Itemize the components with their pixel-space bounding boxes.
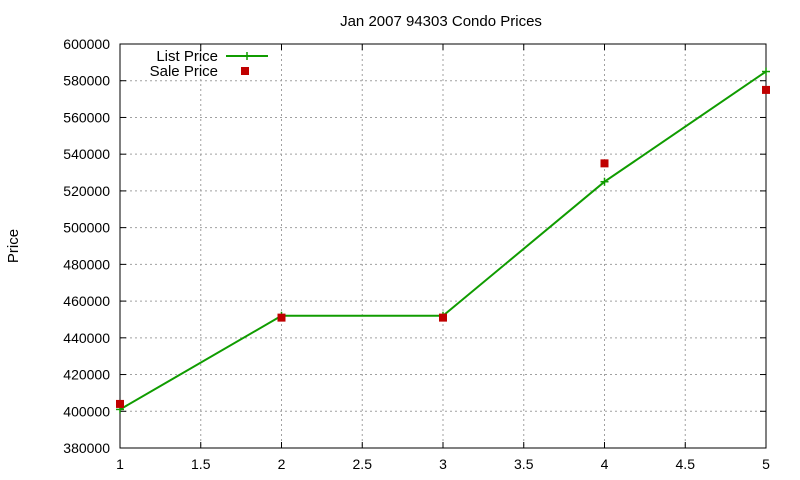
x-tick-label: 1.5 <box>191 456 211 472</box>
y-tick-label: 540000 <box>63 146 110 162</box>
chart-title: Jan 2007 94303 Condo Prices <box>340 13 542 30</box>
sale-price-point <box>762 85 770 94</box>
y-tick-labels: 380000 400000 420000 440000 460000 480000 5000… <box>63 36 110 456</box>
y-tick-label: 400000 <box>63 403 110 419</box>
legend-marker-list-price <box>243 52 251 60</box>
sale-price-point <box>277 313 286 322</box>
legend-marker-sale-price <box>241 67 249 75</box>
x-tick-label: 3.5 <box>514 456 534 472</box>
legend: List Price Sale Price <box>150 48 268 80</box>
y-tick-label: 500000 <box>63 220 110 236</box>
y-tick-label: 580000 <box>63 73 110 89</box>
y-tick-label: 380000 <box>63 440 110 456</box>
y-tick-label: 480000 <box>63 256 110 272</box>
y-tick-label: 600000 <box>63 36 110 52</box>
y-tick-label: 420000 <box>63 367 110 383</box>
x-tick-labels: 1 1.5 2 2.5 3 3.5 4 4.5 5 <box>116 456 770 472</box>
sale-price-point <box>439 313 447 322</box>
y-tick-label: 460000 <box>63 293 110 309</box>
x-tick-label: 4.5 <box>676 456 696 472</box>
sale-price-point <box>116 399 124 408</box>
legend-label-sale-price: Sale Price <box>150 63 218 80</box>
y-tick-label: 560000 <box>63 109 110 125</box>
x-tick-label: 1 <box>116 456 124 472</box>
x-tick-label: 2.5 <box>353 456 373 472</box>
sale-price-point <box>600 159 609 168</box>
x-tick-label: 5 <box>762 456 770 472</box>
axis-ticks <box>119 43 767 449</box>
x-tick-label: 3 <box>439 456 447 472</box>
list-price-point <box>600 177 609 186</box>
x-tick-label: 4 <box>601 456 609 472</box>
list-price-point <box>762 67 770 76</box>
grid <box>120 44 766 448</box>
series <box>116 67 770 414</box>
y-tick-label: 440000 <box>63 330 110 346</box>
y-axis-title: Price <box>5 229 22 263</box>
y-tick-label: 520000 <box>63 183 110 199</box>
legend-label-list-price: List Price <box>156 48 218 65</box>
x-tick-label: 2 <box>278 456 286 472</box>
